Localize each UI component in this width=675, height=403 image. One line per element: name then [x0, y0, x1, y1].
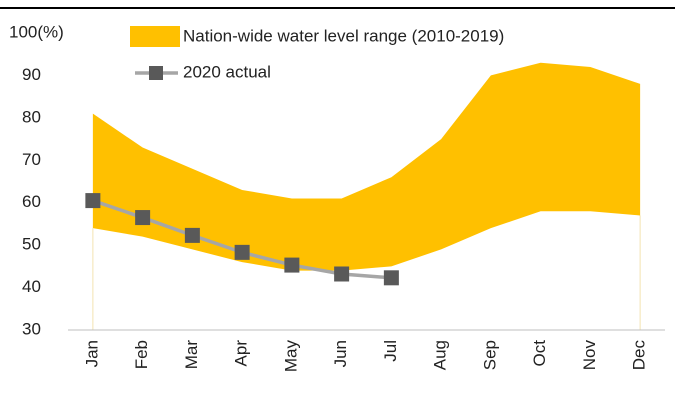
- x-tick-label: May: [281, 340, 300, 373]
- x-tick-label: Nov: [580, 340, 599, 371]
- legend-marker: [149, 66, 163, 80]
- actual-marker: [383, 270, 399, 286]
- x-tick-label: Feb: [132, 340, 151, 369]
- actual-marker: [234, 244, 250, 260]
- actual-marker: [334, 266, 350, 282]
- x-tick-label: Sep: [480, 340, 499, 370]
- x-tick-label: Dec: [630, 340, 649, 371]
- actual-marker: [135, 210, 151, 226]
- x-tick-label: Aug: [431, 340, 450, 370]
- x-tick-label: Mar: [182, 340, 201, 370]
- y-tick-label: 90: [22, 65, 41, 84]
- y-tick-label: 40: [22, 277, 41, 296]
- y-tick-label: 30: [22, 319, 41, 338]
- x-tick-label: Jul: [381, 340, 400, 362]
- actual-marker: [284, 257, 300, 273]
- y-tick-label: 60: [22, 192, 41, 211]
- y-tick-label: 80: [22, 107, 41, 126]
- actual-marker: [184, 227, 200, 243]
- x-tick-label: Apr: [232, 340, 251, 367]
- legend-label: 2020 actual: [183, 62, 271, 81]
- y-tick-label: 70: [22, 150, 41, 169]
- range-area: [92, 62, 641, 271]
- legend-swatch: [130, 26, 180, 47]
- y-tick-label: 50: [22, 235, 41, 254]
- x-tick-label: Oct: [530, 340, 549, 367]
- x-tick-label: Jun: [331, 340, 350, 367]
- legend-label: Nation-wide water level range (2010-2019…: [183, 26, 504, 45]
- x-tick-label: Jan: [82, 340, 101, 367]
- y-tick-label: 100(%): [9, 22, 64, 41]
- actual-marker: [85, 193, 101, 209]
